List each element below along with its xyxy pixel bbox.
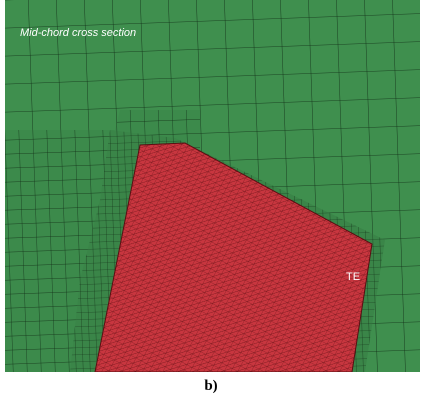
page: Mid-chord cross section TE b) (() => { c… bbox=[0, 0, 422, 404]
caption: b) bbox=[0, 378, 422, 395]
image-label: Mid-chord cross section bbox=[20, 27, 136, 39]
mesh-image: Mid-chord cross section TE bbox=[0, 0, 422, 372]
edge-label: TE bbox=[346, 271, 360, 283]
